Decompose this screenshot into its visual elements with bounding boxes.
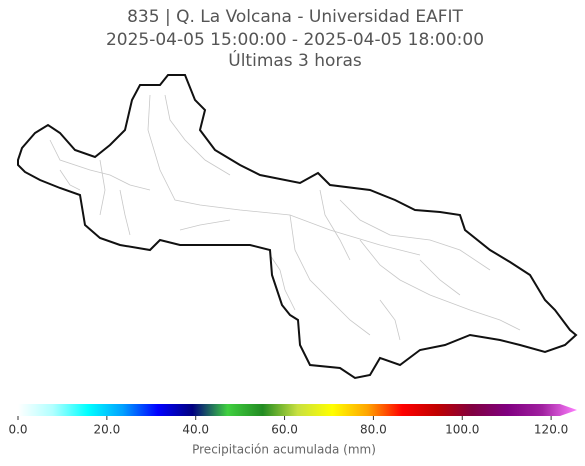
title-line: 835 | Q. La Volcana - Universidad EAFIT [127, 7, 463, 27]
colorbar-tick-label: 80.0 [360, 423, 387, 437]
colorbar-tick-label: 100.0 [445, 423, 479, 437]
colorbar-tick-label: 60.0 [271, 423, 298, 437]
colorbar-tick-label: 40.0 [182, 423, 209, 437]
colorbar [18, 404, 577, 416]
basin-outline [17, 74, 578, 380]
colorbar-tick-label: 0.0 [8, 423, 27, 437]
colorbar-tick-label: 20.0 [93, 423, 120, 437]
title-line: 2025-04-05 15:00:00 - 2025-04-05 18:00:0… [106, 30, 484, 50]
colorbar-label: Precipitación acumulada (mm) [192, 443, 376, 457]
title-line: Últimas 3 horas [228, 49, 362, 71]
rivers [49, 94, 521, 341]
colorbar-tick-label: 120.0 [534, 423, 568, 437]
